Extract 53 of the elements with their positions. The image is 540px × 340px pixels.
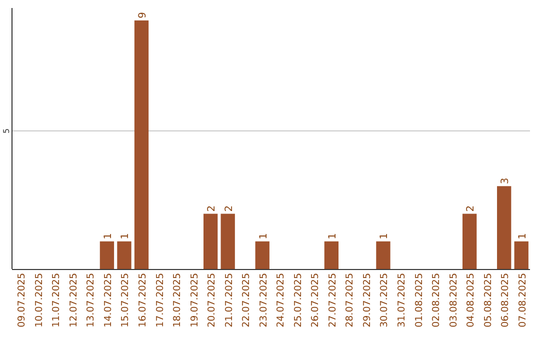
x-tick-label: 04.08.2025 <box>466 273 477 328</box>
data-label: 2 <box>224 205 235 212</box>
x-tick-label: 07.08.2025 <box>517 273 528 328</box>
data-label: 1 <box>327 233 338 240</box>
data-label: 2 <box>466 205 477 212</box>
x-tick-label: 06.08.2025 <box>500 273 512 328</box>
data-label: 1 <box>258 233 270 240</box>
x-tick-label: 27.07.2025 <box>327 273 338 328</box>
bar <box>324 241 339 269</box>
bar <box>255 241 270 269</box>
x-tick-label: 17.07.2025 <box>154 273 166 328</box>
x-tick-label: 25.07.2025 <box>292 273 304 328</box>
x-tick-label: 29.07.2025 <box>362 273 373 328</box>
x-tick-label: 02.08.2025 <box>431 273 442 328</box>
data-label: 2 <box>206 205 218 212</box>
x-tick-label: 24.07.2025 <box>276 273 287 328</box>
data-label: 1 <box>120 233 132 240</box>
x-tick-label: 23.07.2025 <box>258 273 270 328</box>
x-tick-label: 09.07.2025 <box>16 273 28 328</box>
x-tick-label: 26.07.2025 <box>310 273 322 328</box>
data-label: 1 <box>379 233 390 240</box>
bar <box>497 186 512 269</box>
x-tick-label: 15.07.2025 <box>120 273 132 328</box>
bar <box>514 241 528 269</box>
x-tick-label: 22.07.2025 <box>241 273 252 328</box>
bar <box>376 241 390 269</box>
x-tick-label: 03.08.2025 <box>448 273 460 328</box>
data-label: 1 <box>102 233 114 240</box>
x-tick-label: 21.07.2025 <box>224 273 235 328</box>
data-label: 9 <box>138 12 148 18</box>
data-label: 3 <box>500 178 512 184</box>
x-tick-label: 13.07.2025 <box>86 273 97 328</box>
x-tick-label: 16.07.2025 <box>138 273 148 328</box>
bar <box>220 214 235 269</box>
bar <box>462 214 477 269</box>
x-tick-label: 10.07.2025 <box>34 273 45 328</box>
y-tick-label: 5 <box>2 128 11 134</box>
bar <box>203 214 218 269</box>
x-tick-label: 01.08.2025 <box>414 273 425 328</box>
x-tick-label: 05.08.2025 <box>482 273 494 328</box>
x-tick-label: 20.07.2025 <box>206 273 218 328</box>
bar <box>117 241 132 269</box>
bar <box>134 20 149 269</box>
x-tick-label: 31.07.2025 <box>396 273 408 328</box>
x-tick-label: 19.07.2025 <box>189 273 200 328</box>
x-tick-label: 14.07.2025 <box>102 273 114 328</box>
x-tick-label: 11.07.2025 <box>51 273 62 328</box>
x-tick-label: 28.07.2025 <box>344 273 356 328</box>
x-tick-label: 12.07.2025 <box>68 273 80 328</box>
x-tick-label: 18.07.2025 <box>172 273 184 328</box>
data-label: 1 <box>517 233 528 240</box>
x-tick-label: 30.07.2025 <box>379 273 390 328</box>
bar <box>100 241 114 269</box>
